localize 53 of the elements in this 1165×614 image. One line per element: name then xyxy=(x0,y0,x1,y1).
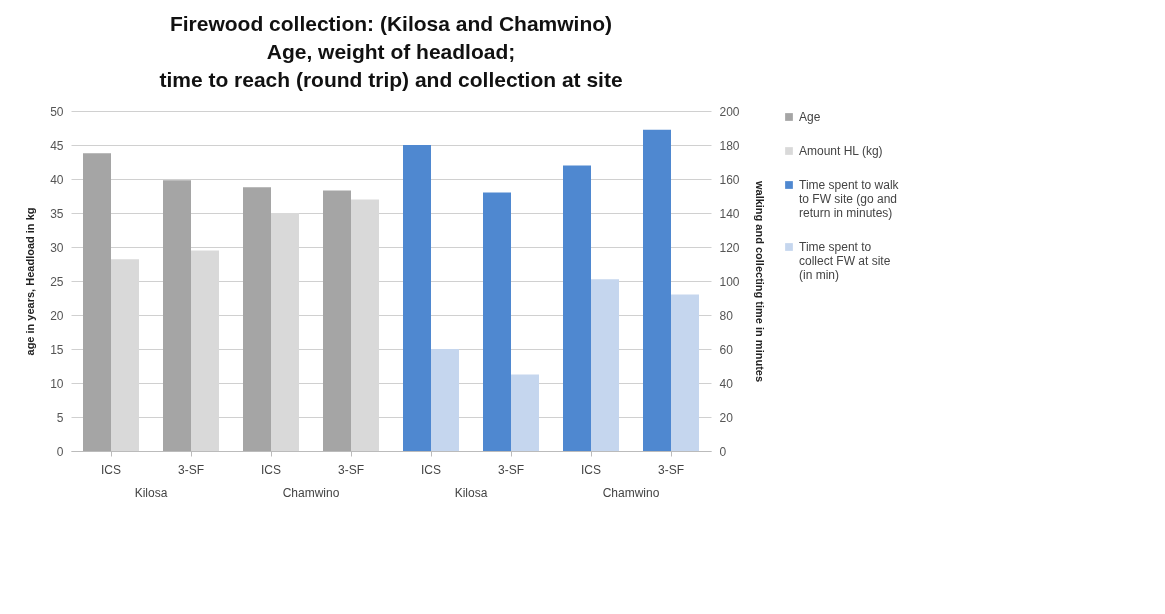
y-tick-label: 10 xyxy=(50,376,64,391)
y2-tick-label: 160 xyxy=(719,172,740,187)
y2-tick-label: 80 xyxy=(719,308,734,323)
text: Chamwino xyxy=(282,486,340,500)
legend-label: Time spent to collect FW at site (in min) xyxy=(799,240,891,282)
y2-tick-label: 40 xyxy=(719,376,734,391)
y2-tick-label: 0 xyxy=(719,444,727,459)
y2-tick-label: 20 xyxy=(719,410,734,425)
text: Kilosa xyxy=(454,486,488,500)
y-tick-label: 40 xyxy=(50,172,64,187)
y-tick-label: 45 xyxy=(50,138,64,153)
y-tick-label: 20 xyxy=(50,308,64,323)
chart-title: Firewood collection: (Kilosa and Chamwino) Age, weight of headload; time to reach (round trip) and collection at site xyxy=(159,12,623,91)
bar xyxy=(243,187,271,451)
legend-label: Time spent to walk to FW site (go and return in minutes) xyxy=(799,178,900,220)
x-tick-label: 3-SF xyxy=(497,462,525,477)
x-tick-label: ICS xyxy=(100,462,122,477)
x-tick-label: 3-SF xyxy=(337,462,365,477)
y-tick-label: 50 xyxy=(50,104,64,119)
text: Chamwino xyxy=(602,486,660,500)
y-tick-label: 5 xyxy=(56,410,64,425)
y2-tick-label: 140 xyxy=(719,206,740,221)
y-tick-label: 30 xyxy=(50,240,64,255)
y2-tick-label: 100 xyxy=(719,274,740,289)
legend-label: Age xyxy=(799,110,821,124)
bar xyxy=(591,279,619,451)
legend-label: Amount HL (kg) xyxy=(799,144,883,158)
bar xyxy=(431,349,459,451)
x-tick-label: 3-SF xyxy=(657,462,685,477)
y-tick-label: 0 xyxy=(56,444,64,459)
bar xyxy=(403,145,431,451)
bar xyxy=(563,165,591,451)
x-tick-label: ICS xyxy=(260,462,282,477)
bar xyxy=(483,192,511,451)
y-tick-label: 15 xyxy=(50,342,64,357)
y-axis-title: age in years, Headload in kg xyxy=(24,207,37,356)
x-tick-label: ICS xyxy=(580,462,602,477)
y2-tick-label: 60 xyxy=(719,342,734,357)
y2-axis-title: walking and collecting time in minutes xyxy=(753,179,766,383)
y-tick-label: 35 xyxy=(50,206,64,221)
y-tick-label: 25 xyxy=(50,274,64,289)
bar xyxy=(671,294,699,451)
bar xyxy=(511,374,539,451)
y2-tick-label: 180 xyxy=(719,138,740,153)
x-tick-label: ICS xyxy=(420,462,442,477)
bar xyxy=(163,180,191,451)
text: Kilosa xyxy=(134,486,168,500)
bar xyxy=(323,190,351,451)
y2-tick-label: 200 xyxy=(719,104,740,119)
y2-tick-label: 120 xyxy=(719,240,740,255)
x-tick-label: 3-SF xyxy=(177,462,205,477)
bar xyxy=(643,129,671,451)
bar xyxy=(83,153,111,451)
